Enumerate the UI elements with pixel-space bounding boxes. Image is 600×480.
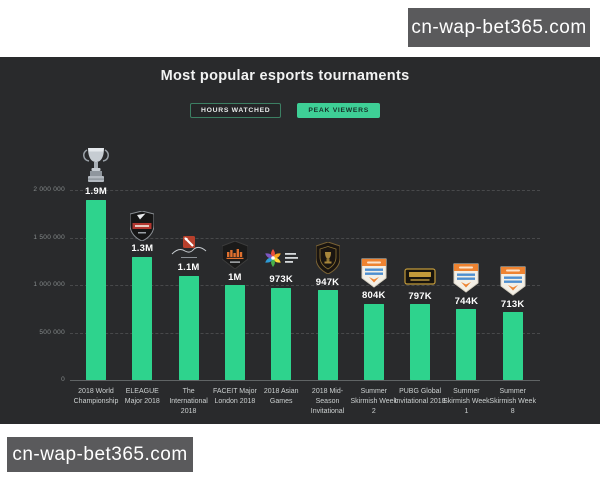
- bar-value-label: 713K: [500, 298, 525, 310]
- bar-value-label: 1.9M: [85, 186, 107, 197]
- bar[interactable]: [86, 199, 106, 380]
- x-axis-label: Summer Skirmish Week 1: [443, 388, 490, 415]
- y-tick-label: 1 500 000: [33, 233, 65, 241]
- hours-watched-button[interactable]: HOURS WATCHED: [190, 103, 282, 118]
- bar[interactable]: [132, 256, 153, 380]
- bar[interactable]: [410, 304, 431, 380]
- bar-value-label: 797K: [408, 290, 432, 302]
- x-axis-label: 2018 Asian Games: [263, 388, 299, 405]
- bar[interactable]: [178, 275, 199, 380]
- x-axis-label: Summer Skirmish Week 2: [350, 388, 398, 415]
- msi-2018-shield-icon: [306, 242, 350, 275]
- bar-value-label: 947K: [315, 276, 340, 288]
- x-axis-label: The International 2018: [169, 388, 208, 415]
- bar-value-label: 744K: [454, 295, 479, 307]
- summer-skirmish-badge-icon: [352, 258, 396, 288]
- worlds-trophy-icon: [74, 146, 118, 184]
- faceit-major-icon: [213, 241, 257, 269]
- chart-panel: Most popular esports tournaments HOURS W…: [0, 57, 600, 424]
- watermark-top: cn-wap-bet365.com: [408, 8, 590, 47]
- x-axis-label: 2018 World Championship: [73, 388, 119, 405]
- x-axis-label: Summer Skirmish Week 8: [489, 388, 536, 415]
- eleague-major-shield-icon: [120, 210, 164, 241]
- bar[interactable]: [317, 290, 338, 380]
- bar[interactable]: [224, 285, 245, 380]
- chart-toggle-buttons: HOURS WATCHED PEAK VIEWERS: [0, 103, 570, 118]
- bar-value-label: 1.3M: [131, 243, 154, 254]
- x-axis-label: ELEAGUE Major 2018: [124, 388, 160, 405]
- chart-title: Most popular esports tournaments: [160, 68, 410, 84]
- bar[interactable]: [271, 287, 292, 380]
- watermark-bottom: cn-wap-bet365.com: [7, 437, 193, 472]
- bar-value-label: 1.1M: [177, 262, 200, 273]
- gridline: [70, 285, 540, 286]
- bar-value-label: 804K: [362, 290, 386, 302]
- bar-value-label: 973K: [269, 274, 293, 286]
- bar-chart: 0 500 000 1 000 000 1 500 000 2 000 000 1.9M 2…: [0, 57, 600, 424]
- bar-value-label: 1M: [228, 271, 242, 283]
- y-tick-label: 0: [61, 376, 65, 383]
- y-tick-label: 1 000 000: [33, 281, 65, 288]
- peak-viewers-button[interactable]: PEAK VIEWERS: [297, 103, 380, 118]
- x-axis-label: FACEIT Major London 2018: [212, 388, 257, 405]
- x-axis-label: 2018 Mid-Season Invitational: [310, 388, 345, 415]
- dota-international-icon: [167, 235, 211, 260]
- summer-skirmish-badge-icon: [491, 266, 535, 296]
- gridline: [70, 332, 540, 334]
- gridline: [70, 190, 540, 191]
- bar[interactable]: [456, 309, 477, 380]
- summer-skirmish-badge-icon: [444, 263, 488, 293]
- x-axis-label: PUBG Global Invitational 2018: [394, 388, 446, 405]
- gridline: [70, 237, 540, 239]
- asian-games-2018-icon: [259, 246, 303, 272]
- bar[interactable]: [363, 303, 384, 380]
- x-axis-line: [70, 380, 540, 381]
- bar[interactable]: [502, 312, 523, 380]
- y-tick-label: 2 000 000: [33, 186, 65, 193]
- pubg-global-invitational-icon: [398, 266, 442, 288]
- y-tick-label: 500 000: [39, 328, 65, 336]
